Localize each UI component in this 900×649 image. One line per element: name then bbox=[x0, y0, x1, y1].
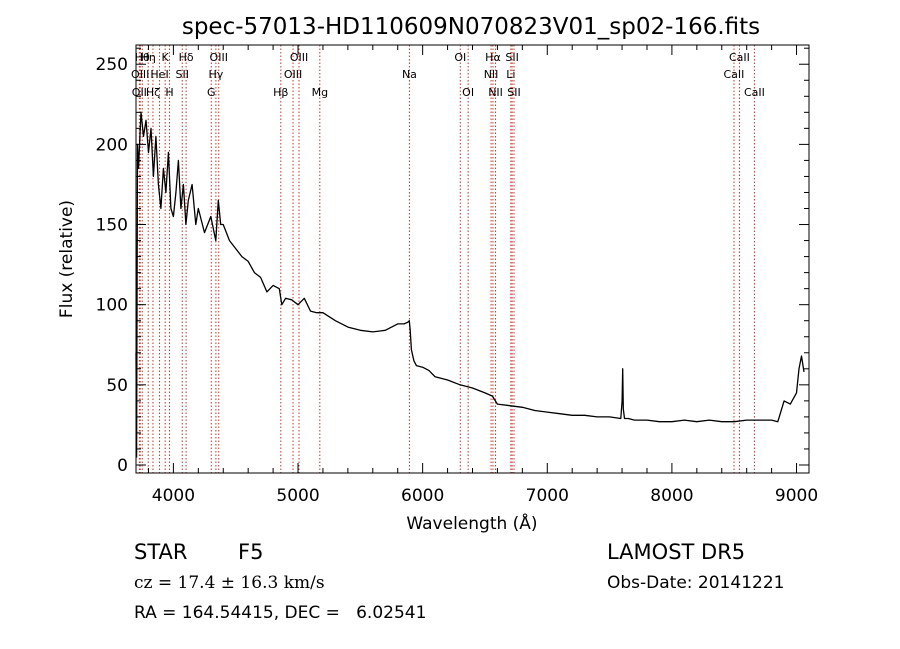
line-marker-labels: OIIHθOIIIHηHζHeIKHSIIHδGHγOIIIHβOIIIOIII… bbox=[131, 51, 765, 99]
subclass-label: F5 bbox=[238, 540, 264, 564]
line-marker-label: OIII bbox=[210, 51, 228, 64]
line-marker-label: NII bbox=[488, 86, 503, 99]
chart-title: spec-57013-HD110609N070823V01_sp02-166.f… bbox=[182, 14, 760, 40]
line-marker-label: OIII bbox=[131, 68, 149, 81]
x-axis-label: Wavelength (Å) bbox=[406, 512, 537, 534]
y-tick-label: 200 bbox=[96, 135, 128, 155]
line-marker-label: SII bbox=[175, 68, 188, 81]
line-marker-label: HeI bbox=[150, 68, 168, 81]
y-tick-label: 250 bbox=[96, 55, 128, 75]
x-tick-label: 9000 bbox=[775, 486, 818, 506]
line-marker-label: K bbox=[162, 51, 170, 64]
line-marker-label: H bbox=[165, 86, 173, 99]
line-marker-label: CaII bbox=[744, 86, 765, 99]
line-marker-label: Hβ bbox=[273, 86, 288, 99]
line-marker-label: SII bbox=[507, 86, 520, 99]
line-marker-label: OIII bbox=[290, 51, 308, 64]
x-axis-ticks: 4000 5000 6000 7000 8000 9000 bbox=[147, 45, 818, 506]
plot-frame bbox=[135, 44, 810, 474]
y-tick-label: 0 bbox=[117, 456, 128, 476]
line-marker-label: G bbox=[207, 86, 216, 99]
line-marker-label: Na bbox=[402, 68, 417, 81]
line-marker-label: Hγ bbox=[208, 68, 223, 81]
line-marker-label: Hη bbox=[141, 51, 156, 64]
line-marker-label: OI bbox=[454, 51, 466, 64]
x-tick-label: 8000 bbox=[650, 486, 693, 506]
redshift-readout: cz = 17.4 ± 16.3 km/s bbox=[134, 573, 325, 593]
y-axis-ticks: 0 50 100 150 200 250 bbox=[96, 47, 809, 476]
line-marker-label: SII bbox=[505, 51, 518, 64]
line-marker-label: OII bbox=[132, 86, 147, 99]
obs-date: Obs-Date: 20141221 bbox=[607, 573, 785, 593]
coordinates: RA = 164.54415, DEC = 6.02541 bbox=[134, 603, 427, 623]
spectrum-line bbox=[135, 111, 805, 458]
line-marker-label: NII bbox=[484, 68, 499, 81]
x-tick-label: 7000 bbox=[526, 486, 569, 506]
line-marker-label: CaII bbox=[729, 51, 750, 64]
line-marker-label: Li bbox=[506, 68, 515, 81]
x-tick-label: 6000 bbox=[401, 486, 444, 506]
x-tick-label: 4000 bbox=[152, 486, 195, 506]
line-marker-label: Hθ bbox=[135, 51, 150, 64]
line-marker-label: Mg bbox=[312, 86, 328, 99]
survey-label: LAMOST DR5 bbox=[607, 540, 746, 564]
y-tick-label: 150 bbox=[96, 216, 128, 236]
y-axis-label: Flux (relative) bbox=[57, 200, 77, 318]
line-marker-label: OIII bbox=[284, 68, 302, 81]
y-tick-label: 50 bbox=[106, 376, 128, 396]
line-markers bbox=[138, 45, 755, 473]
line-marker-label: Hδ bbox=[179, 51, 194, 64]
line-marker-label: OI bbox=[462, 86, 474, 99]
line-marker-label: CaII bbox=[724, 68, 745, 81]
line-marker-label: Hα bbox=[485, 51, 501, 64]
x-tick-label: 5000 bbox=[276, 486, 319, 506]
class-label: STAR bbox=[134, 540, 188, 564]
y-tick-label: 100 bbox=[96, 296, 128, 316]
line-marker-label: Hζ bbox=[146, 86, 160, 99]
